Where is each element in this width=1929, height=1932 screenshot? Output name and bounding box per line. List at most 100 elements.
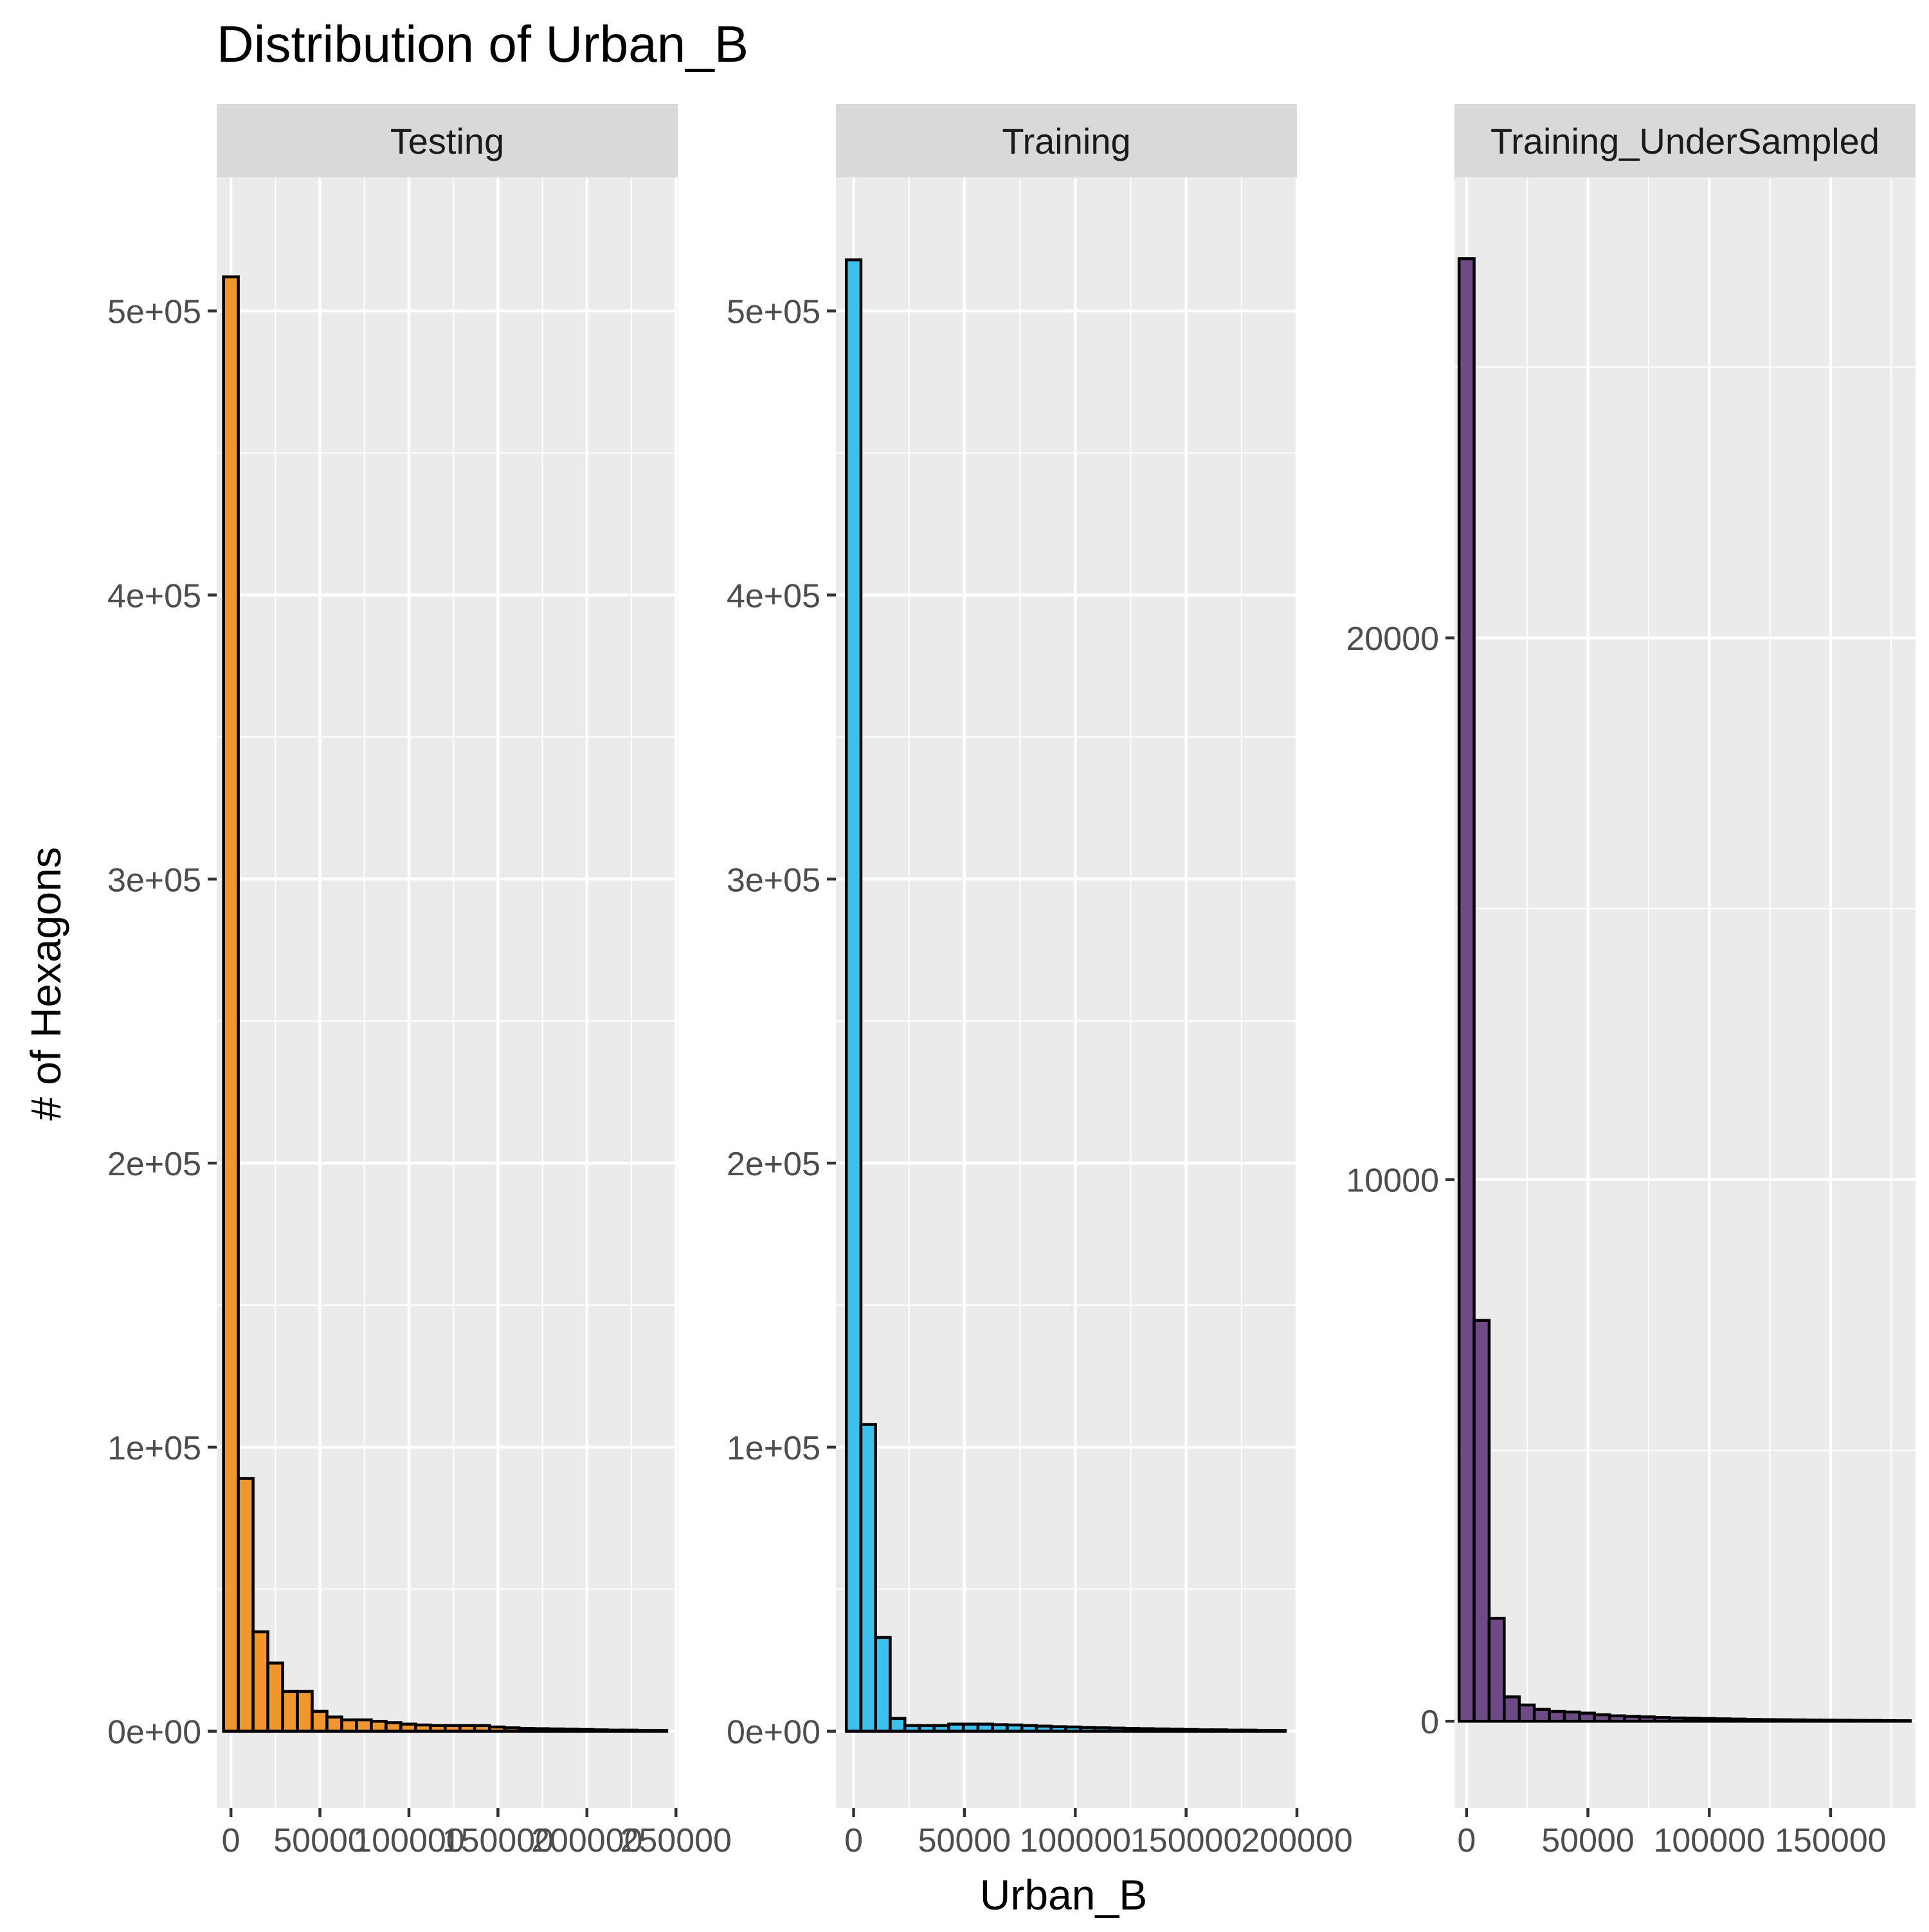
histogram-bar (1210, 1728, 1228, 1733)
histogram-bar (414, 1723, 432, 1733)
histogram-bar (874, 1636, 892, 1733)
histogram-bar (266, 1661, 284, 1733)
histogram-bar (1668, 1716, 1687, 1723)
histogram-bar (281, 1690, 299, 1733)
facet-strip-label: Training (1002, 121, 1130, 161)
histogram-bar (1894, 1719, 1912, 1723)
y-tick-label: 10000 (1346, 1162, 1439, 1200)
facet-panel: Training 0e+00 1e+05 2e+05 3e+05 4e+05 5e+05 0 5… (727, 104, 1353, 1859)
histogram-bar (1240, 1728, 1258, 1733)
histogram-bar (1254, 1729, 1272, 1733)
y-tick-label: 0 (1420, 1704, 1439, 1741)
histogram-bar (1773, 1718, 1792, 1723)
histogram-bar (1181, 1728, 1199, 1733)
y-axis-label: # of Hexagons (22, 847, 69, 1121)
histogram-bar (889, 1717, 907, 1733)
histogram-bar (1487, 1616, 1506, 1723)
y-tick-label: 0e+00 (727, 1714, 820, 1751)
x-tick-label: 50000 (918, 1822, 1011, 1859)
histogram-bar (311, 1710, 329, 1733)
histogram-bar (650, 1729, 669, 1733)
x-tick-label: 200000 (531, 1822, 643, 1859)
facet-panel: Testing 0e+00 1e+05 2e+05 3e+05 4e+05 5e+05 0 50… (107, 104, 732, 1859)
histogram-bar (1863, 1719, 1882, 1723)
x-tick-label: 150000 (442, 1822, 554, 1859)
histogram-bar (1833, 1719, 1852, 1723)
histogram-bar (976, 1722, 994, 1733)
histogram-bar (429, 1724, 447, 1733)
x-tick-label: 200000 (1241, 1822, 1353, 1859)
facet-panel: Training_UnderSampled 0 10000 20000 0 50000 10… (1346, 104, 1915, 1859)
histogram-bar (932, 1724, 950, 1733)
histogram-bar (1804, 1719, 1822, 1723)
histogram-bar (1049, 1725, 1067, 1733)
chart-title: Distribution of Urban_B (217, 15, 748, 73)
histogram-bar (1548, 1710, 1566, 1723)
histogram-bar (606, 1728, 624, 1733)
histogram-bar (991, 1723, 1009, 1733)
histogram-bar (1698, 1717, 1717, 1723)
histogram-bar (532, 1727, 550, 1733)
y-tick-label: 5e+05 (107, 294, 201, 331)
histogram-bar (561, 1728, 580, 1733)
x-tick-label: 150000 (1775, 1822, 1887, 1859)
y-tick-label: 2e+05 (107, 1146, 201, 1183)
histogram-bar (1788, 1718, 1807, 1723)
histogram-bar (1608, 1714, 1626, 1723)
histogram-bar (1849, 1719, 1867, 1723)
histogram-bar (487, 1725, 506, 1733)
histogram-bar (473, 1724, 491, 1733)
y-tick-label: 1e+05 (727, 1430, 820, 1467)
histogram-bar (1532, 1708, 1551, 1723)
histogram-bar (296, 1690, 314, 1733)
histogram-bar (576, 1728, 595, 1733)
histogram-bar (237, 1477, 255, 1733)
histogram-bar (1879, 1719, 1897, 1723)
panel-background (836, 177, 1297, 1808)
histogram-bar (1020, 1724, 1038, 1733)
histogram-bar (1758, 1718, 1777, 1723)
histogram-bar (444, 1724, 462, 1733)
histogram-bar (1503, 1695, 1521, 1723)
histogram-bar (340, 1718, 358, 1733)
x-tick-label: 100000 (353, 1822, 465, 1859)
y-tick-label: 1e+05 (107, 1430, 201, 1467)
histogram-bar (1078, 1726, 1097, 1733)
histogram-bar (1713, 1717, 1732, 1723)
facet-strip-label: Testing (390, 121, 504, 161)
histogram-bar (1472, 1319, 1491, 1723)
histogram-bar (961, 1722, 980, 1733)
histogram-bar (1562, 1710, 1581, 1723)
histogram-bar (399, 1722, 417, 1733)
histogram-bar (903, 1724, 921, 1733)
x-axis-label: Urban_B (980, 1871, 1148, 1918)
x-tick-label: 50000 (1541, 1822, 1635, 1859)
histogram-bar (1638, 1715, 1656, 1723)
facet-strip (1454, 104, 1915, 177)
histogram-bar (1123, 1727, 1141, 1733)
histogram-bar (591, 1728, 610, 1733)
histogram-bar (1683, 1717, 1701, 1723)
histogram-bar (1152, 1727, 1170, 1733)
histogram-bar (222, 275, 240, 1733)
x-tick-label: 100000 (1653, 1822, 1765, 1859)
histogram-bar (1743, 1717, 1762, 1723)
histogram-bar (1578, 1711, 1596, 1723)
histogram-bar (1108, 1726, 1126, 1733)
histogram-bar (1269, 1729, 1287, 1733)
histogram-bar (947, 1722, 965, 1733)
histogram-bar (1093, 1726, 1111, 1733)
histogram-bar (1225, 1728, 1243, 1733)
x-tick-label: 0 (1457, 1822, 1476, 1859)
facets-layer: Testing 0e+00 1e+05 2e+05 3e+05 4e+05 5e+05 0 50… (107, 104, 1915, 1859)
histogram-bar (1728, 1717, 1746, 1723)
histogram-bar (1457, 257, 1476, 1723)
histogram-bar (1623, 1715, 1642, 1723)
histogram-bar (1818, 1719, 1837, 1723)
histogram-bar (251, 1630, 269, 1733)
x-tick-label: 0 (844, 1822, 863, 1859)
y-tick-label: 4e+05 (727, 577, 820, 615)
panel-background (1454, 177, 1915, 1808)
